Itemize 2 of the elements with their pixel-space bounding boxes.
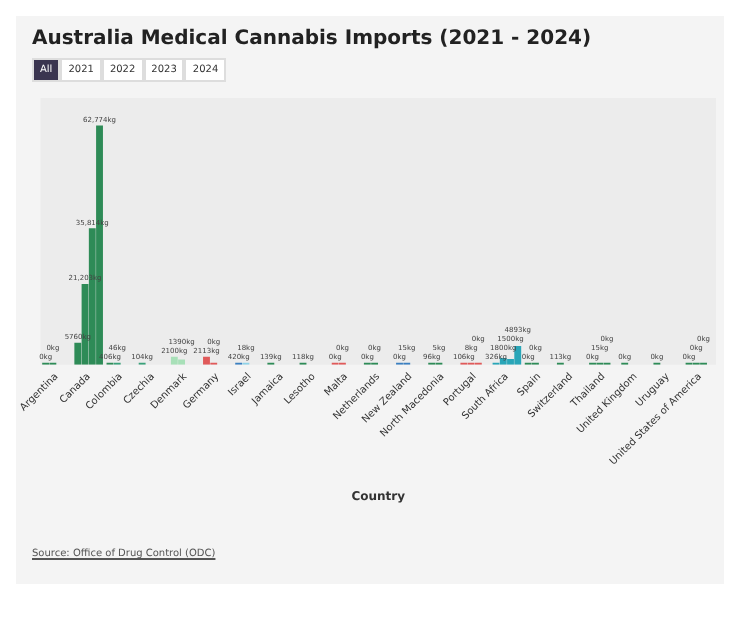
- chart-title: Australia Medical Cannabis Imports (2021 - 2024): [30, 26, 594, 54]
- bar: [178, 359, 185, 365]
